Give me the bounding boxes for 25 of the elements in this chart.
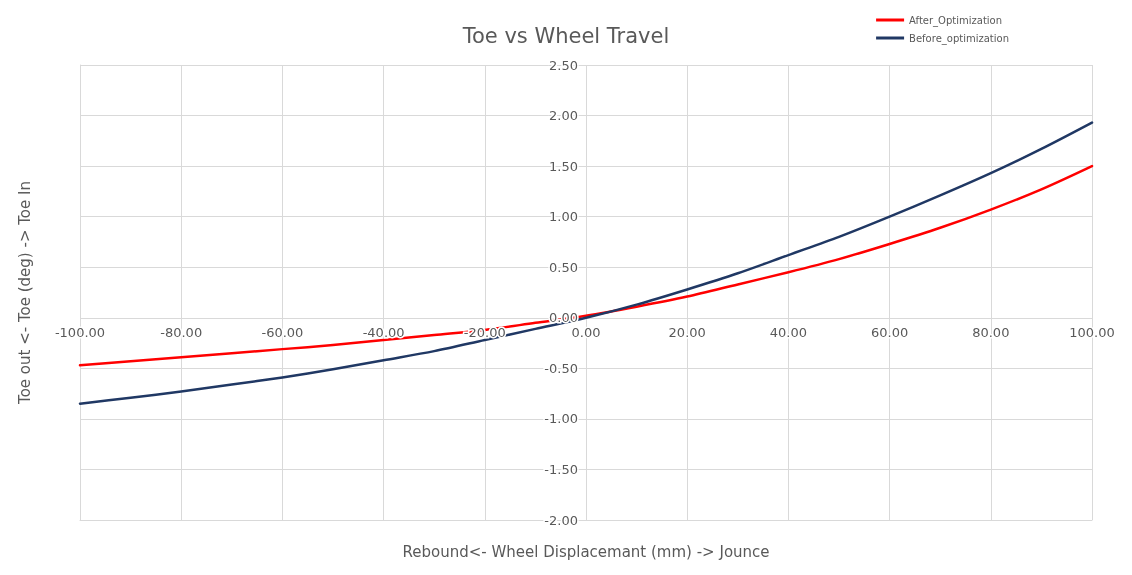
x-tick-label: 0.00 <box>571 325 601 341</box>
chart-title: Toe vs Wheel Travel <box>461 23 670 48</box>
x-axis-title: Rebound<- Wheel Displacemant (mm) -> Jounce <box>402 543 770 561</box>
y-tick-label: -0.50 <box>544 360 578 376</box>
x-tick-label: 100.00 <box>1069 325 1115 341</box>
x-tick-label: 60.00 <box>870 325 909 341</box>
y-tick-label: -1.50 <box>544 461 578 477</box>
legend-label: Before_optimization <box>909 32 1010 45</box>
y-tick-label: 0.00 <box>549 310 578 326</box>
x-tick-label: 40.00 <box>769 325 808 341</box>
x-tick-label: 20.00 <box>668 325 706 341</box>
y-axis-title: Toe out <- Toe (deg) -> Toe In <box>15 181 34 405</box>
y-tick-label: -2.00 <box>544 512 578 528</box>
x-tick-label: -100.00 <box>54 325 106 341</box>
y-tick-label: 2.50 <box>549 57 578 73</box>
legend-label: After_Optimization <box>909 14 1003 27</box>
y-tick-label: 1.00 <box>549 209 578 225</box>
y-tick-label: 1.50 <box>549 158 578 174</box>
x-tick-label: -80.00 <box>160 325 203 341</box>
y-tick-label: 2.00 <box>549 108 578 124</box>
x-tick-label: -60.00 <box>261 325 304 341</box>
x-tick-label: -40.00 <box>362 325 405 341</box>
y-tick-label: -1.00 <box>544 411 578 427</box>
y-tick-label: 0.50 <box>549 259 578 275</box>
x-tick-label: 80.00 <box>972 325 1010 341</box>
